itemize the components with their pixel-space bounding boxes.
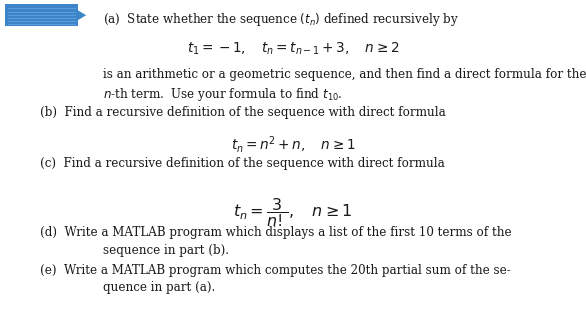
Text: (b)  Find a recursive definition of the sequence with direct formula: (b) Find a recursive definition of the s…	[40, 106, 445, 119]
Polygon shape	[77, 10, 86, 21]
Text: $t_n = n^2 + n, \quad n \geq 1$: $t_n = n^2 + n, \quad n \geq 1$	[231, 134, 355, 156]
Text: (e)  Write a MATLAB program which computes the 20th partial sum of the se-: (e) Write a MATLAB program which compute…	[40, 264, 510, 277]
Text: quence in part (a).: quence in part (a).	[103, 281, 215, 295]
FancyBboxPatch shape	[5, 4, 78, 26]
Text: $t_n = \dfrac{3}{n!}, \quad n \geq 1$: $t_n = \dfrac{3}{n!}, \quad n \geq 1$	[233, 196, 353, 229]
Text: $n$-th term.  Use your formula to find $t_{10}$.: $n$-th term. Use your formula to find $t…	[103, 86, 342, 103]
Text: sequence in part (b).: sequence in part (b).	[103, 244, 229, 257]
Text: (a)  State whether the sequence $(t_n)$ defined recursively by: (a) State whether the sequence $(t_n)$ d…	[103, 11, 458, 28]
Text: (c)  Find a recursive definition of the sequence with direct formula: (c) Find a recursive definition of the s…	[40, 157, 445, 170]
Text: is an arithmetic or a geometric sequence, and then find a direct formula for the: is an arithmetic or a geometric sequence…	[103, 68, 586, 81]
Text: $t_1 = -1, \quad t_n = t_{n-1}+3, \quad n \geq 2$: $t_1 = -1, \quad t_n = t_{n-1}+3, \quad …	[187, 40, 399, 57]
Text: (d)  Write a MATLAB program which displays a list of the first 10 terms of the: (d) Write a MATLAB program which display…	[40, 226, 512, 239]
